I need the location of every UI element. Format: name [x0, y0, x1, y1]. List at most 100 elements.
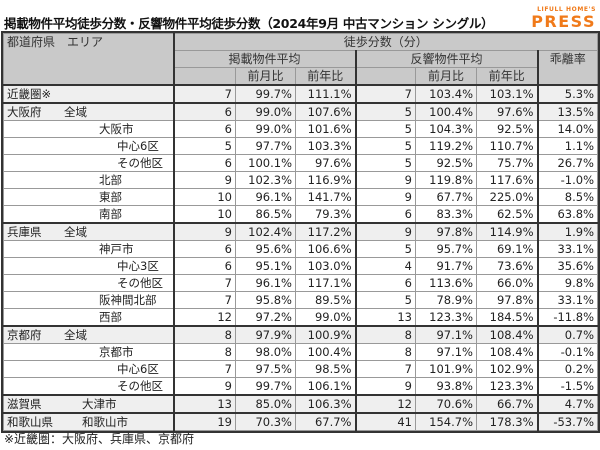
response-mom-cell: 97.1%: [415, 343, 477, 361]
listed-yoy-cell: 98.5%: [295, 360, 357, 378]
table-row: 滋賀県 大津市 13 85.0% 106.3% 12 70.6% 66.7% 4.7%: [3, 394, 598, 414]
area-cell: 兵庫県 全域: [3, 222, 175, 241]
response-yoy-cell: 75.7%: [476, 154, 539, 172]
area-cell: 中心3区: [3, 257, 175, 275]
listed-yoy-cell: 89.5%: [295, 291, 357, 309]
logo-top-text: LIFULL HOME'S: [537, 6, 596, 13]
area-cell: 中心6区: [3, 137, 175, 155]
table-row: 南部 10 86.5% 79.3% 6 83.3% 62.5% 63.8%: [3, 205, 598, 224]
response-minutes-cell: 12: [355, 394, 416, 414]
table-row: 中心3区 6 95.1% 103.0% 4 91.7% 73.6% 35.6%: [3, 257, 598, 275]
listed-minutes-cell: 6: [173, 102, 236, 121]
listed-minutes-cell: 7: [173, 291, 236, 309]
area-label: 全域: [64, 105, 87, 119]
table-row: その他区 6 100.1% 97.6% 5 92.5% 75.7% 26.7%: [3, 154, 598, 172]
listed-minutes-cell: 13: [173, 394, 236, 414]
table-title: 掲載物件平均徒歩分数・反響物件平均徒歩分数（2024年9月 中古マンション シン…: [4, 16, 494, 31]
response-minutes-cell: 5: [355, 240, 416, 258]
walk-minutes-table: 都道府県 エリア 徒歩分数（分） 掲載物件平均 反響物件平均 乖離率 前月比 前…: [1, 31, 600, 433]
table-row: その他区 9 99.7% 106.1% 9 93.8% 123.3% -1.5%: [3, 377, 598, 396]
response-yoy-cell: 102.9%: [476, 360, 539, 378]
listed-mom-cell: 95.1%: [235, 257, 296, 275]
divergence-rate-cell: 0.7%: [537, 325, 598, 344]
area-label: 中心6区: [117, 362, 159, 376]
listed-yoy-cell: 106.3%: [295, 394, 357, 414]
response-mom-cell: 67.7%: [415, 188, 477, 206]
listed-mom-cell: 99.7%: [235, 84, 296, 104]
header-listed-avg: 掲載物件平均: [173, 50, 357, 68]
area-cell: 滋賀県 大津市: [3, 394, 175, 414]
area-cell: 神戸市: [3, 240, 175, 258]
area-cell: 西部: [3, 308, 175, 327]
listed-yoy-cell: 106.1%: [295, 377, 357, 396]
header-walk-minutes: 徒歩分数（分）: [173, 33, 598, 51]
response-yoy-cell: 225.0%: [476, 188, 539, 206]
listed-mom-cell: 70.3%: [235, 412, 296, 431]
listed-yoy-cell: 141.7%: [295, 188, 357, 206]
listed-yoy-cell: 116.9%: [295, 171, 357, 189]
listed-mom-cell: 97.9%: [235, 325, 296, 344]
listed-yoy-cell: 107.6%: [295, 102, 357, 121]
listed-yoy-cell: 103.0%: [295, 257, 357, 275]
listed-mom-cell: 97.2%: [235, 308, 296, 327]
area-cell: 近畿圏※: [3, 84, 175, 104]
divergence-rate-cell: 33.1%: [537, 240, 598, 258]
response-yoy-cell: 73.6%: [476, 257, 539, 275]
listed-minutes-cell: 9: [173, 222, 236, 241]
response-yoy-cell: 92.5%: [476, 120, 539, 138]
prefecture-label: 兵庫県: [7, 225, 42, 239]
response-minutes-cell: 5: [355, 137, 416, 155]
response-mom-cell: 119.2%: [415, 137, 477, 155]
response-yoy-cell: 108.4%: [476, 325, 539, 344]
area-cell: その他区: [3, 377, 175, 396]
listed-yoy-cell: 97.6%: [295, 154, 357, 172]
response-minutes-cell: 9: [355, 188, 416, 206]
table-row: その他区 7 96.1% 117.1% 6 113.6% 66.0% 9.8%: [3, 274, 598, 292]
response-yoy-cell: 69.1%: [476, 240, 539, 258]
divergence-rate-cell: 5.3%: [537, 84, 598, 104]
header-response-yoy: 前年比: [476, 67, 539, 86]
divergence-rate-cell: -53.7%: [537, 412, 598, 431]
response-mom-cell: 83.3%: [415, 205, 477, 224]
listed-yoy-cell: 103.3%: [295, 137, 357, 155]
response-mom-cell: 119.8%: [415, 171, 477, 189]
response-mom-cell: 95.7%: [415, 240, 477, 258]
response-minutes-cell: 7: [355, 360, 416, 378]
response-minutes-cell: 5: [355, 120, 416, 138]
area-cell: その他区: [3, 274, 175, 292]
response-minutes-cell: 6: [355, 274, 416, 292]
table-body: 近畿圏※ 7 99.7% 111.1% 7 103.4% 103.1% 5.3% 大阪府 全域 6 9…: [3, 84, 598, 431]
header-listed-yoy: 前年比: [295, 67, 357, 86]
area-label: 西部: [99, 310, 122, 324]
response-minutes-cell: 41: [355, 412, 416, 431]
area-cell: 大阪市: [3, 120, 175, 138]
listed-mom-cell: 96.1%: [235, 274, 296, 292]
footnote: ※近畿圏：大阪府、兵庫県、京都府: [4, 432, 195, 446]
listed-minutes-cell: 19: [173, 412, 236, 431]
table-row: 阪神間北部 7 95.8% 89.5% 5 78.9% 97.8% 33.1%: [3, 291, 598, 309]
divergence-rate-cell: 63.8%: [537, 205, 598, 224]
response-mom-cell: 91.7%: [415, 257, 477, 275]
table-row: 兵庫県 全域 9 102.4% 117.2% 9 97.8% 114.9% 1.9%: [3, 222, 598, 241]
listed-minutes-cell: 6: [173, 154, 236, 172]
divergence-rate-cell: 0.2%: [537, 360, 598, 378]
response-mom-cell: 103.4%: [415, 84, 477, 104]
response-yoy-cell: 66.7%: [476, 394, 539, 414]
area-label: 北部: [99, 173, 122, 187]
divergence-rate-cell: 13.5%: [537, 102, 598, 121]
response-mom-cell: 123.3%: [415, 308, 477, 327]
response-minutes-cell: 4: [355, 257, 416, 275]
listed-yoy-cell: 79.3%: [295, 205, 357, 224]
lifull-press-logo: LIFULL HOME'S PRESS: [531, 6, 596, 30]
table-row: 和歌山県 和歌山市 19 70.3% 67.7% 41 154.7% 178.3% -53.7%: [3, 412, 598, 431]
listed-mom-cell: 100.1%: [235, 154, 296, 172]
table-row: 西部 12 97.2% 99.0% 13 123.3% 184.5% -11.8%: [3, 308, 598, 327]
table-row: 東部 10 96.1% 141.7% 9 67.7% 225.0% 8.5%: [3, 188, 598, 206]
listed-minutes-cell: 6: [173, 257, 236, 275]
listed-minutes-cell: 7: [173, 274, 236, 292]
header-area: 都道府県 エリア: [3, 33, 175, 86]
response-mom-cell: 113.6%: [415, 274, 477, 292]
divergence-rate-cell: -1.5%: [537, 377, 598, 396]
area-label: 東部: [99, 190, 122, 204]
prefecture-label: 滋賀県: [7, 397, 42, 411]
